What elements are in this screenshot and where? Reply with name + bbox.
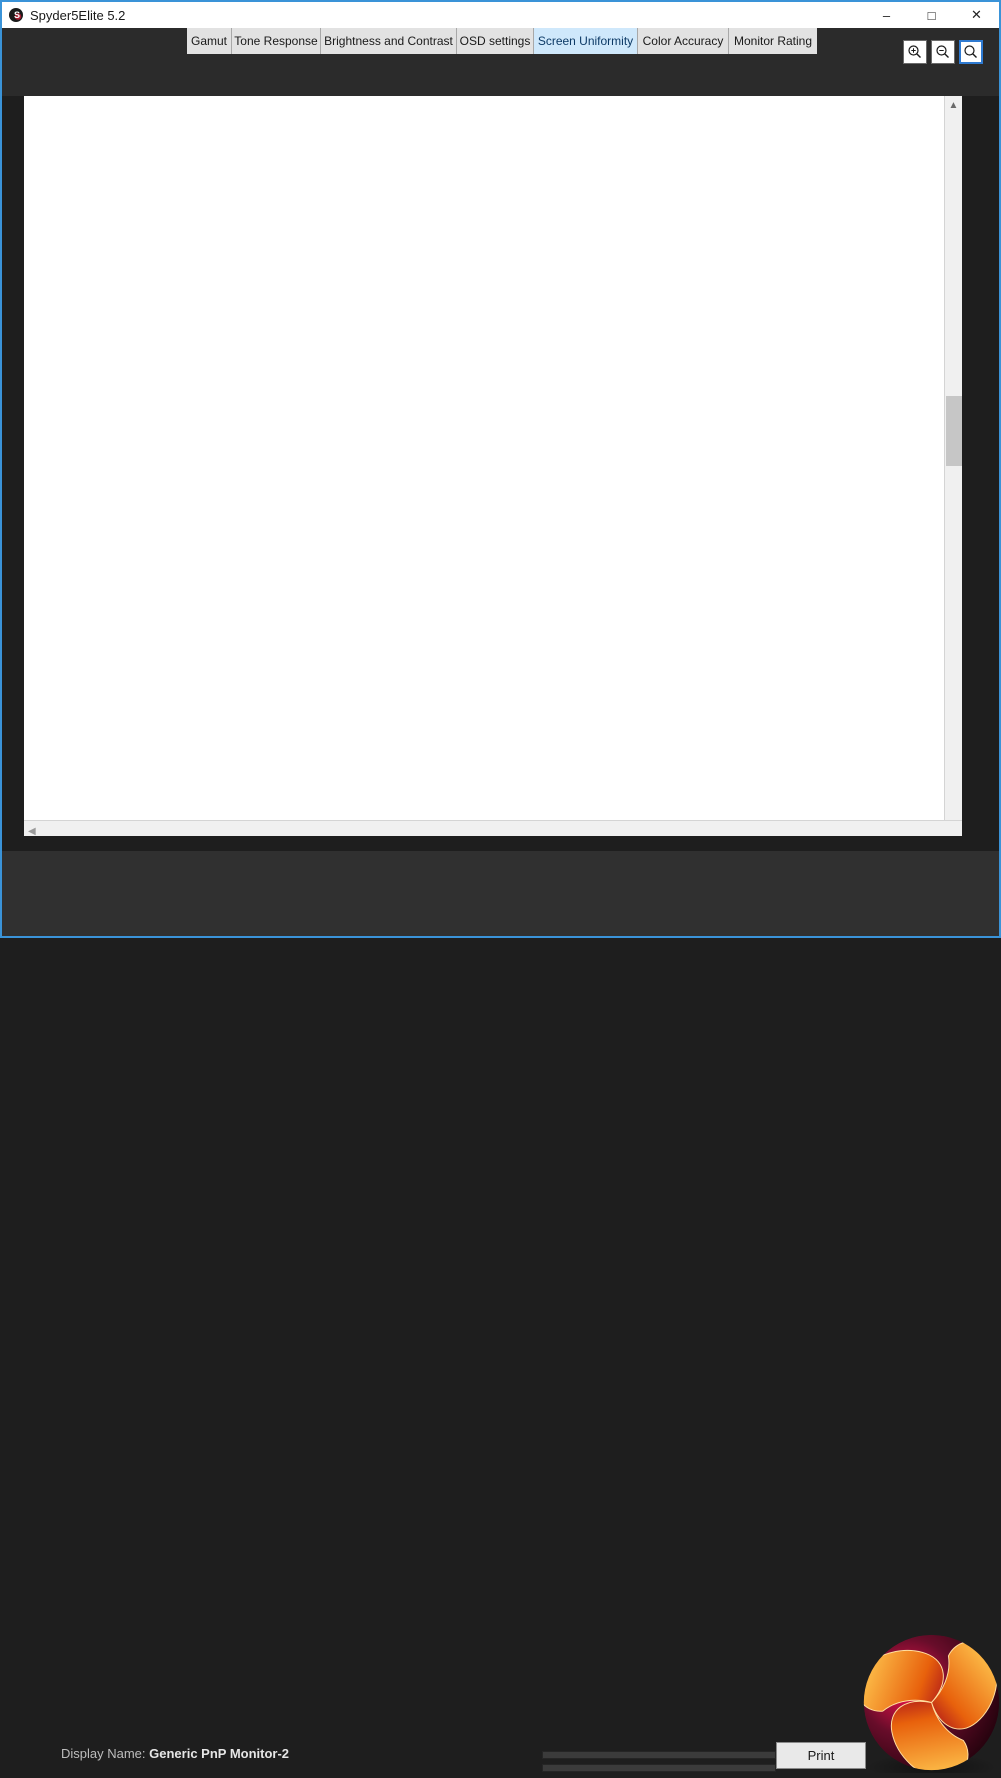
svg-text:S: S xyxy=(14,10,20,20)
